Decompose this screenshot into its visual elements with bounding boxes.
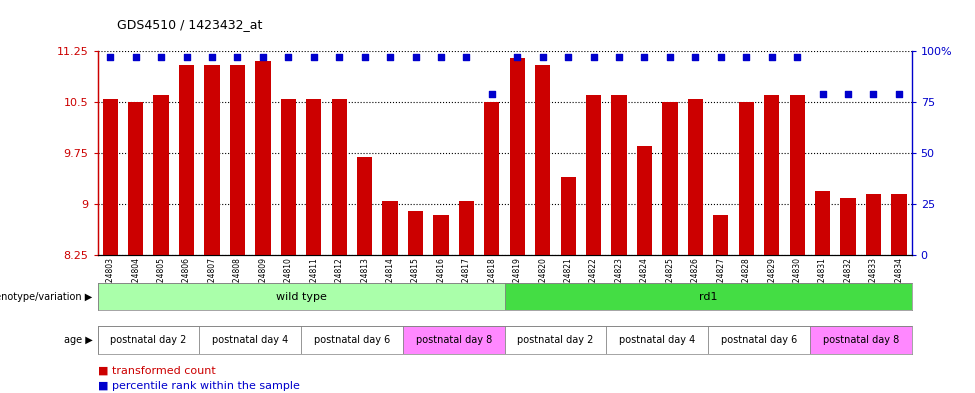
Bar bbox=[764, 95, 779, 255]
Point bbox=[128, 54, 143, 61]
Point bbox=[662, 54, 678, 61]
Point bbox=[281, 54, 296, 61]
Bar bbox=[459, 201, 474, 255]
Bar bbox=[403, 326, 505, 354]
Point bbox=[204, 54, 219, 61]
Bar bbox=[332, 99, 347, 255]
Bar bbox=[708, 326, 810, 354]
Bar bbox=[153, 95, 169, 255]
Point bbox=[178, 54, 194, 61]
Point bbox=[102, 54, 118, 61]
Point bbox=[586, 54, 602, 61]
Bar bbox=[281, 99, 296, 255]
Text: wild type: wild type bbox=[276, 292, 327, 302]
Bar bbox=[535, 65, 550, 255]
Point bbox=[561, 54, 576, 61]
Point bbox=[840, 91, 856, 97]
Bar bbox=[505, 326, 606, 354]
Bar bbox=[611, 95, 627, 255]
Bar bbox=[815, 191, 831, 255]
Point bbox=[891, 91, 907, 97]
Point bbox=[357, 54, 372, 61]
Bar bbox=[662, 102, 678, 255]
Point bbox=[763, 54, 779, 61]
Text: postnatal day 6: postnatal day 6 bbox=[314, 335, 390, 345]
Point bbox=[382, 54, 398, 61]
Text: GDS4510 / 1423432_at: GDS4510 / 1423432_at bbox=[117, 18, 262, 31]
Bar bbox=[606, 326, 708, 354]
Point bbox=[713, 54, 728, 61]
Bar bbox=[179, 65, 194, 255]
Bar bbox=[408, 211, 423, 255]
Text: age ▶: age ▶ bbox=[64, 335, 93, 345]
Point bbox=[255, 54, 271, 61]
Bar bbox=[128, 102, 143, 255]
Text: postnatal day 6: postnatal day 6 bbox=[721, 335, 798, 345]
Bar bbox=[810, 326, 912, 354]
Bar bbox=[866, 194, 881, 255]
Bar bbox=[301, 326, 403, 354]
Point bbox=[458, 54, 474, 61]
Bar bbox=[98, 283, 505, 310]
Point bbox=[408, 54, 423, 61]
Point bbox=[866, 91, 881, 97]
Bar bbox=[199, 326, 301, 354]
Point bbox=[637, 54, 652, 61]
Point bbox=[332, 54, 347, 61]
Point bbox=[790, 54, 805, 61]
Point bbox=[306, 54, 322, 61]
Bar bbox=[102, 99, 118, 255]
Bar bbox=[382, 201, 398, 255]
Bar bbox=[357, 157, 372, 255]
Bar bbox=[687, 99, 703, 255]
Text: postnatal day 4: postnatal day 4 bbox=[619, 335, 695, 345]
Point bbox=[738, 54, 754, 61]
Text: postnatal day 2: postnatal day 2 bbox=[110, 335, 186, 345]
Bar bbox=[433, 215, 448, 255]
Bar bbox=[510, 58, 525, 255]
Bar bbox=[230, 65, 245, 255]
Text: rd1: rd1 bbox=[699, 292, 718, 302]
Point bbox=[815, 91, 831, 97]
Bar bbox=[505, 283, 912, 310]
Bar bbox=[255, 61, 270, 255]
Point bbox=[433, 54, 448, 61]
Bar bbox=[205, 65, 219, 255]
Bar bbox=[561, 177, 576, 255]
Bar bbox=[586, 95, 602, 255]
Bar bbox=[485, 102, 499, 255]
Bar bbox=[739, 102, 754, 255]
Point bbox=[153, 54, 169, 61]
Text: postnatal day 2: postnatal day 2 bbox=[518, 335, 594, 345]
Point bbox=[687, 54, 703, 61]
Point bbox=[484, 91, 499, 97]
Bar bbox=[713, 215, 728, 255]
Bar bbox=[891, 194, 907, 255]
Point bbox=[535, 54, 551, 61]
Bar bbox=[98, 326, 199, 354]
Point bbox=[611, 54, 627, 61]
Bar bbox=[840, 198, 856, 255]
Text: genotype/variation ▶: genotype/variation ▶ bbox=[0, 292, 93, 302]
Text: postnatal day 4: postnatal day 4 bbox=[212, 335, 289, 345]
Text: postnatal day 8: postnatal day 8 bbox=[415, 335, 491, 345]
Bar bbox=[790, 95, 804, 255]
Text: ■ percentile rank within the sample: ■ percentile rank within the sample bbox=[98, 381, 299, 391]
Text: postnatal day 8: postnatal day 8 bbox=[823, 335, 899, 345]
Bar bbox=[637, 147, 652, 255]
Point bbox=[510, 54, 526, 61]
Text: ■ transformed count: ■ transformed count bbox=[98, 365, 215, 375]
Point bbox=[230, 54, 246, 61]
Bar bbox=[306, 99, 322, 255]
